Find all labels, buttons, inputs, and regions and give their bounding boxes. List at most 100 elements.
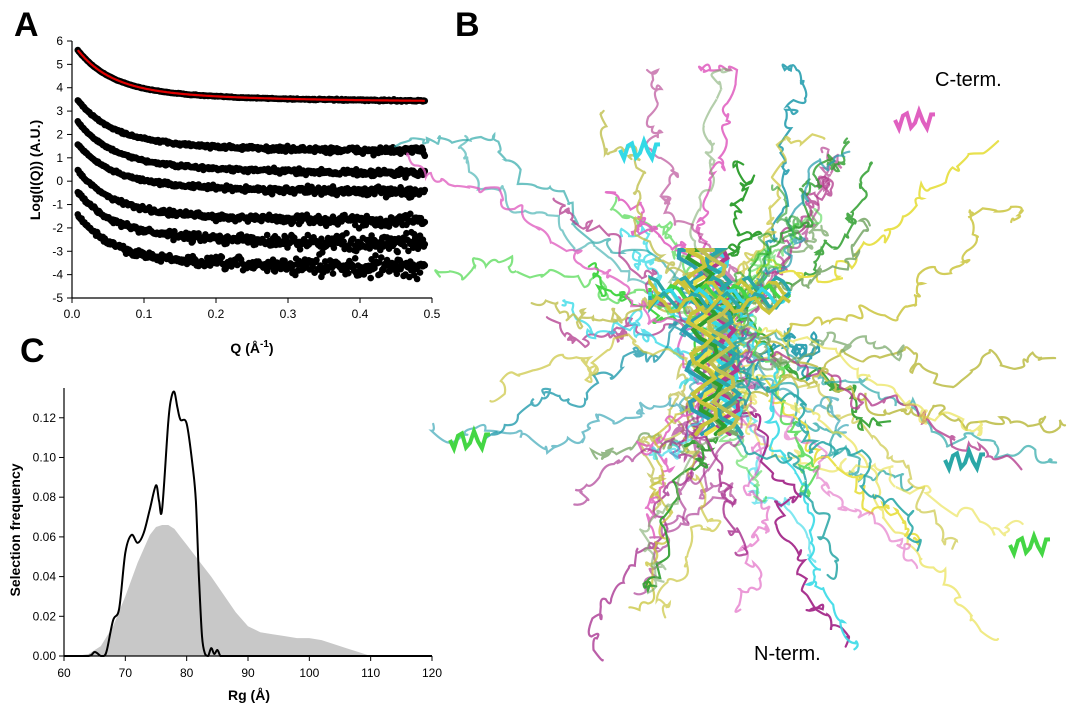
backbone-trace bbox=[734, 205, 1024, 356]
y-tick-label: 0.08 bbox=[33, 490, 57, 504]
y-tick-label: 0.06 bbox=[33, 530, 57, 544]
panel-c-series bbox=[64, 390, 432, 658]
data-point bbox=[421, 240, 429, 248]
data-point bbox=[407, 210, 414, 218]
x-tick-label: 60 bbox=[57, 666, 71, 680]
data-point bbox=[403, 229, 410, 237]
backbone-trace bbox=[718, 351, 919, 569]
backbone-trace bbox=[706, 351, 1024, 537]
y-tick-label: 4 bbox=[56, 81, 63, 95]
backbone-trace bbox=[393, 131, 719, 312]
panel-c-letter: C bbox=[20, 332, 45, 370]
panel-c-rg-distribution: 60 70 80 90 100 110 120 0.00 0.02 0.04 0.06 0.08 0.1… bbox=[7, 388, 442, 703]
y-tick-label: -4 bbox=[52, 268, 63, 282]
backbone-trace bbox=[483, 319, 704, 443]
data-point bbox=[329, 270, 337, 277]
y-tick-label: 0.02 bbox=[33, 609, 57, 623]
data-point bbox=[296, 246, 304, 253]
panel-a-axes: 0.0 0.1 0.2 0.3 0.4 0.5 -5 -4 -3 -2 -1 0 1 2 3 4 5 6 bbox=[52, 34, 440, 321]
data-point bbox=[394, 248, 402, 256]
backbone-trace bbox=[713, 159, 763, 319]
helix-ribbon bbox=[1008, 530, 1051, 560]
panel-a-y-axis-label: Log(I(Q)) (A.U.) bbox=[27, 120, 43, 220]
backbone-trace bbox=[733, 311, 859, 651]
helix-ribbon bbox=[448, 425, 491, 455]
data-point bbox=[316, 251, 323, 258]
data-point bbox=[351, 254, 359, 262]
panel-a-series-5 bbox=[74, 188, 429, 256]
data-point bbox=[413, 275, 421, 283]
panel-a-series-4 bbox=[74, 166, 429, 232]
backbone-trace bbox=[628, 346, 735, 612]
data-point bbox=[313, 256, 320, 264]
backbone-trace bbox=[645, 68, 739, 301]
backbone-trace bbox=[728, 321, 1058, 464]
x-tick-label: 100 bbox=[299, 666, 319, 680]
x-tick-label: 90 bbox=[241, 666, 255, 680]
panel-a-series-3 bbox=[74, 141, 429, 201]
backbone-trace bbox=[714, 308, 983, 437]
backbone-trace bbox=[724, 207, 823, 301]
panel-c-x-axis-label: Rg (Å) bbox=[228, 687, 270, 703]
y-tick-label: 2 bbox=[56, 127, 63, 141]
x-tick-label: 80 bbox=[180, 666, 194, 680]
y-tick-label: 0.00 bbox=[33, 649, 57, 663]
data-point bbox=[367, 274, 375, 282]
backbone-trace bbox=[721, 320, 922, 552]
y-tick-label: -1 bbox=[52, 198, 63, 212]
backbone-trace bbox=[715, 161, 873, 315]
x-tick-label: 0.5 bbox=[424, 307, 441, 321]
helix-ribbon bbox=[943, 445, 986, 475]
data-point bbox=[350, 235, 357, 243]
helix-ribbon bbox=[648, 294, 792, 316]
x-tick-label: 110 bbox=[361, 666, 380, 680]
data-point bbox=[383, 256, 391, 264]
backbone-trace bbox=[721, 325, 817, 563]
helix-ribbon bbox=[680, 248, 718, 436]
panel-a-series-6 bbox=[74, 211, 429, 283]
helix-ribbon bbox=[695, 248, 741, 436]
data-point bbox=[401, 242, 408, 250]
data-point bbox=[421, 218, 429, 226]
data-point bbox=[405, 247, 412, 255]
protein-ensemble-image bbox=[393, 63, 1067, 662]
panel-b-letter: B bbox=[455, 6, 480, 44]
data-point bbox=[343, 229, 350, 237]
x-tick-label: 0.1 bbox=[136, 307, 153, 321]
backbone-trace bbox=[720, 351, 1000, 642]
selected-ensemble-line bbox=[64, 390, 432, 658]
panel-c-axes: 60 70 80 90 100 110 120 0.00 0.02 0.04 0.06 0.08 0.1… bbox=[33, 388, 442, 680]
backbone-trace bbox=[434, 254, 724, 342]
data-point bbox=[345, 269, 352, 277]
y-tick-label: -5 bbox=[52, 291, 63, 305]
panel-a-scattering-plot: 0.0 0.1 0.2 0.3 0.4 0.5 -5 -4 -3 -2 -1 0 1 2 3 4 5 6 Q (Å… bbox=[27, 34, 441, 356]
helix-ribbon bbox=[676, 248, 717, 436]
x-tick-label: 120 bbox=[422, 666, 442, 680]
panel-a-letter: A bbox=[14, 6, 39, 44]
panel-a-series-1 bbox=[74, 97, 429, 160]
data-point bbox=[321, 258, 329, 265]
data-point bbox=[421, 262, 429, 269]
backbone-trace bbox=[730, 400, 771, 613]
fit-curve bbox=[76, 49, 425, 102]
data-point bbox=[268, 190, 276, 198]
helix-ribbon bbox=[893, 105, 936, 135]
y-tick-label: 0.04 bbox=[33, 570, 57, 584]
data-point bbox=[393, 270, 401, 278]
data-point bbox=[421, 186, 429, 194]
x-tick-label: 0.4 bbox=[352, 307, 369, 321]
x-tick-label: 0.2 bbox=[208, 307, 225, 321]
x-tick-label: 0.3 bbox=[280, 307, 297, 321]
panel-a-x-axis-label: Q (Å-1) bbox=[230, 339, 273, 356]
y-tick-label: 0.10 bbox=[33, 450, 57, 464]
data-point bbox=[378, 254, 385, 261]
panel-a-series-2 bbox=[74, 118, 429, 181]
data-point bbox=[218, 253, 226, 261]
y-tick-label: 0 bbox=[56, 174, 63, 188]
c-term-label: C-term. bbox=[935, 69, 1002, 91]
backbone-trace bbox=[723, 371, 851, 648]
pool-distribution-area bbox=[76, 525, 371, 656]
data-point bbox=[263, 231, 271, 239]
y-tick-label: 5 bbox=[56, 57, 63, 71]
